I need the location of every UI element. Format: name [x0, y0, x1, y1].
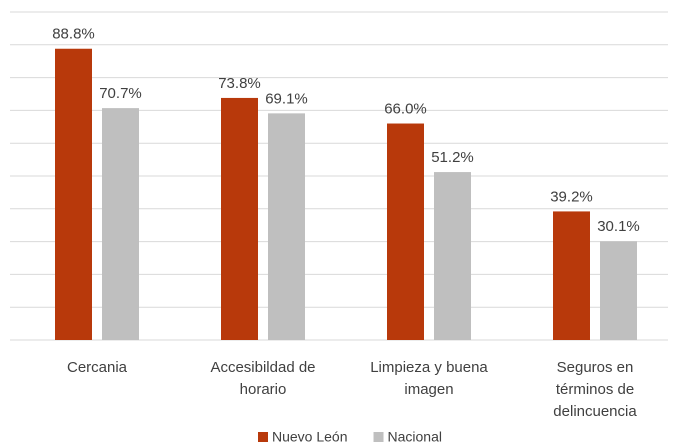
x-tick-label: Limpieza y buena imagen	[370, 359, 488, 398]
value-label: 88.8%	[52, 26, 95, 43]
value-label: 66.0%	[384, 100, 427, 117]
value-label: 73.8%	[218, 75, 261, 92]
legend-label: Nuevo León	[272, 429, 348, 445]
bar	[102, 108, 139, 340]
bar	[553, 211, 590, 340]
value-label: 51.2%	[431, 149, 474, 166]
legend-label: Nacional	[388, 429, 442, 445]
bar	[387, 123, 424, 341]
x-tick-label: Cercania	[67, 359, 128, 376]
value-label: 70.7%	[99, 85, 142, 102]
value-label: 39.2%	[550, 188, 593, 205]
bar	[221, 97, 258, 340]
value-label: 30.1%	[597, 218, 640, 235]
bar	[55, 48, 92, 341]
legend-swatch	[258, 432, 268, 442]
x-tick-label: Accesibildad de horario	[210, 359, 315, 398]
bar	[268, 113, 305, 341]
value-label: 69.1%	[265, 90, 308, 107]
legend-swatch	[373, 432, 384, 442]
bar	[434, 172, 471, 340]
x-tick-label: Seguros en términos de delincuencia	[553, 359, 637, 420]
bar	[600, 241, 637, 340]
